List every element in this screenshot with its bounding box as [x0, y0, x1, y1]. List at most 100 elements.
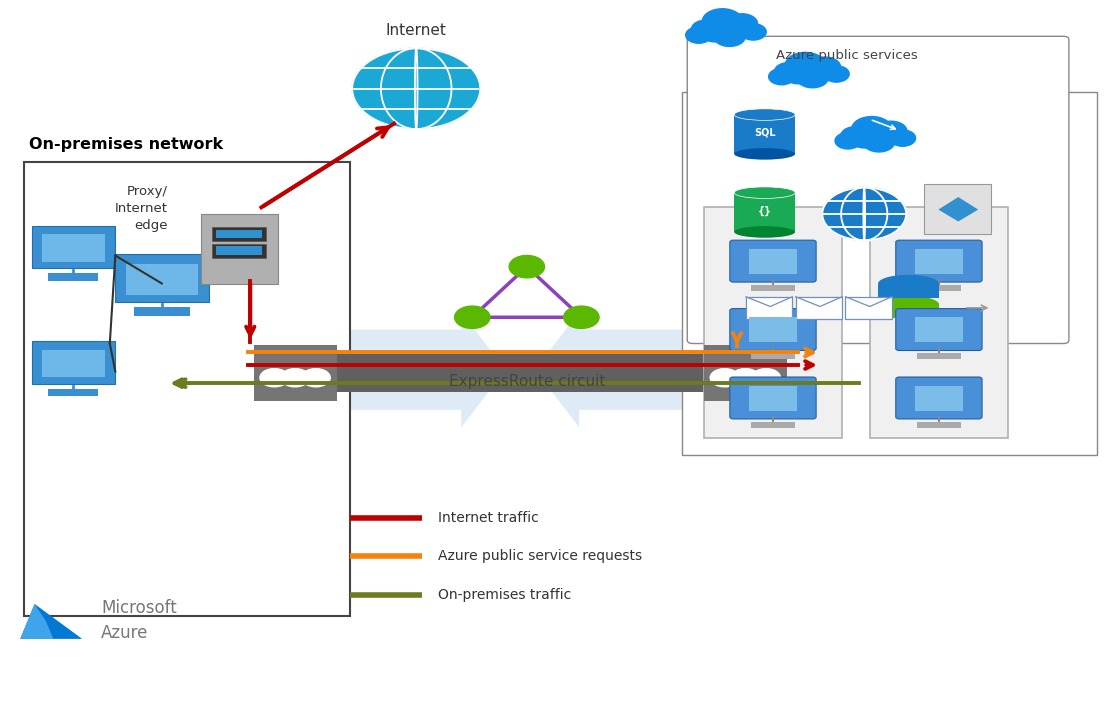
- Ellipse shape: [734, 109, 795, 121]
- FancyBboxPatch shape: [917, 285, 962, 291]
- Polygon shape: [20, 604, 82, 639]
- Circle shape: [701, 24, 730, 42]
- Circle shape: [852, 116, 892, 142]
- Circle shape: [710, 369, 739, 387]
- Text: Azure public service requests: Azure public service requests: [438, 550, 642, 564]
- FancyBboxPatch shape: [878, 303, 939, 318]
- FancyBboxPatch shape: [212, 244, 266, 258]
- FancyBboxPatch shape: [915, 318, 963, 342]
- FancyBboxPatch shape: [126, 264, 197, 294]
- FancyBboxPatch shape: [212, 227, 266, 241]
- Text: Proxy/
Internet
edge: Proxy/ Internet edge: [114, 185, 167, 232]
- FancyBboxPatch shape: [896, 240, 983, 282]
- FancyBboxPatch shape: [751, 353, 795, 360]
- FancyBboxPatch shape: [749, 318, 797, 342]
- Circle shape: [726, 14, 757, 34]
- Text: Microsoft
Azure: Microsoft Azure: [101, 599, 176, 642]
- FancyBboxPatch shape: [688, 36, 1069, 343]
- FancyBboxPatch shape: [730, 308, 816, 350]
- FancyBboxPatch shape: [32, 226, 114, 268]
- Text: Azure public services: Azure public services: [775, 49, 917, 62]
- Ellipse shape: [734, 226, 795, 238]
- FancyArrow shape: [154, 312, 506, 428]
- Circle shape: [785, 53, 825, 78]
- FancyBboxPatch shape: [133, 307, 190, 315]
- Text: On-premises traffic: On-premises traffic: [438, 588, 571, 602]
- Circle shape: [685, 27, 712, 43]
- FancyBboxPatch shape: [915, 249, 963, 274]
- FancyArrow shape: [535, 312, 886, 428]
- Text: Internet: Internet: [386, 23, 447, 39]
- Circle shape: [509, 255, 545, 278]
- Polygon shape: [938, 197, 978, 222]
- FancyBboxPatch shape: [216, 247, 263, 255]
- FancyBboxPatch shape: [704, 345, 786, 402]
- FancyBboxPatch shape: [114, 254, 208, 301]
- Text: {}: {}: [757, 206, 772, 216]
- Circle shape: [714, 27, 745, 46]
- Circle shape: [302, 369, 330, 387]
- Circle shape: [741, 24, 766, 40]
- FancyBboxPatch shape: [42, 234, 105, 262]
- Circle shape: [841, 127, 869, 145]
- Circle shape: [875, 121, 907, 141]
- FancyBboxPatch shape: [23, 162, 349, 615]
- FancyBboxPatch shape: [869, 207, 1008, 438]
- Circle shape: [702, 8, 743, 34]
- Circle shape: [808, 57, 841, 77]
- Text: SQL: SQL: [754, 128, 775, 138]
- Circle shape: [769, 69, 794, 85]
- FancyBboxPatch shape: [924, 184, 991, 234]
- FancyBboxPatch shape: [896, 308, 983, 350]
- Circle shape: [889, 130, 916, 147]
- Circle shape: [835, 132, 861, 149]
- Text: ExpressRoute circuit: ExpressRoute circuit: [449, 374, 606, 388]
- FancyBboxPatch shape: [216, 230, 263, 238]
- FancyBboxPatch shape: [917, 422, 962, 428]
- FancyBboxPatch shape: [751, 422, 795, 428]
- FancyBboxPatch shape: [878, 283, 939, 297]
- FancyBboxPatch shape: [749, 386, 797, 411]
- FancyBboxPatch shape: [734, 114, 795, 154]
- Text: On-premises network: On-premises network: [29, 137, 223, 151]
- FancyBboxPatch shape: [201, 215, 278, 284]
- Circle shape: [563, 306, 599, 329]
- FancyBboxPatch shape: [845, 297, 892, 319]
- FancyBboxPatch shape: [49, 388, 99, 396]
- Circle shape: [352, 48, 480, 129]
- FancyBboxPatch shape: [254, 345, 336, 402]
- FancyBboxPatch shape: [749, 249, 797, 274]
- FancyBboxPatch shape: [32, 341, 114, 383]
- Text: Internet traffic: Internet traffic: [438, 511, 539, 525]
- Circle shape: [281, 369, 309, 387]
- FancyBboxPatch shape: [730, 377, 816, 419]
- Ellipse shape: [878, 275, 939, 292]
- FancyBboxPatch shape: [730, 240, 816, 282]
- FancyBboxPatch shape: [746, 297, 792, 319]
- FancyBboxPatch shape: [795, 297, 842, 319]
- Circle shape: [731, 369, 760, 387]
- FancyBboxPatch shape: [336, 354, 704, 393]
- Circle shape: [796, 68, 828, 88]
- Circle shape: [260, 369, 288, 387]
- Circle shape: [851, 130, 879, 148]
- Ellipse shape: [734, 148, 795, 160]
- FancyBboxPatch shape: [704, 207, 842, 438]
- FancyBboxPatch shape: [42, 350, 105, 377]
- Circle shape: [822, 187, 906, 240]
- Ellipse shape: [878, 296, 939, 313]
- FancyBboxPatch shape: [917, 353, 962, 360]
- Circle shape: [863, 132, 895, 152]
- FancyBboxPatch shape: [751, 285, 795, 291]
- Circle shape: [455, 306, 490, 329]
- FancyBboxPatch shape: [896, 377, 983, 419]
- FancyBboxPatch shape: [915, 386, 963, 411]
- FancyBboxPatch shape: [734, 193, 795, 232]
- Circle shape: [784, 66, 813, 84]
- Polygon shape: [20, 604, 53, 639]
- Ellipse shape: [734, 187, 795, 198]
- Circle shape: [823, 66, 849, 82]
- Circle shape: [691, 20, 720, 39]
- FancyBboxPatch shape: [682, 92, 1097, 455]
- FancyBboxPatch shape: [49, 273, 99, 281]
